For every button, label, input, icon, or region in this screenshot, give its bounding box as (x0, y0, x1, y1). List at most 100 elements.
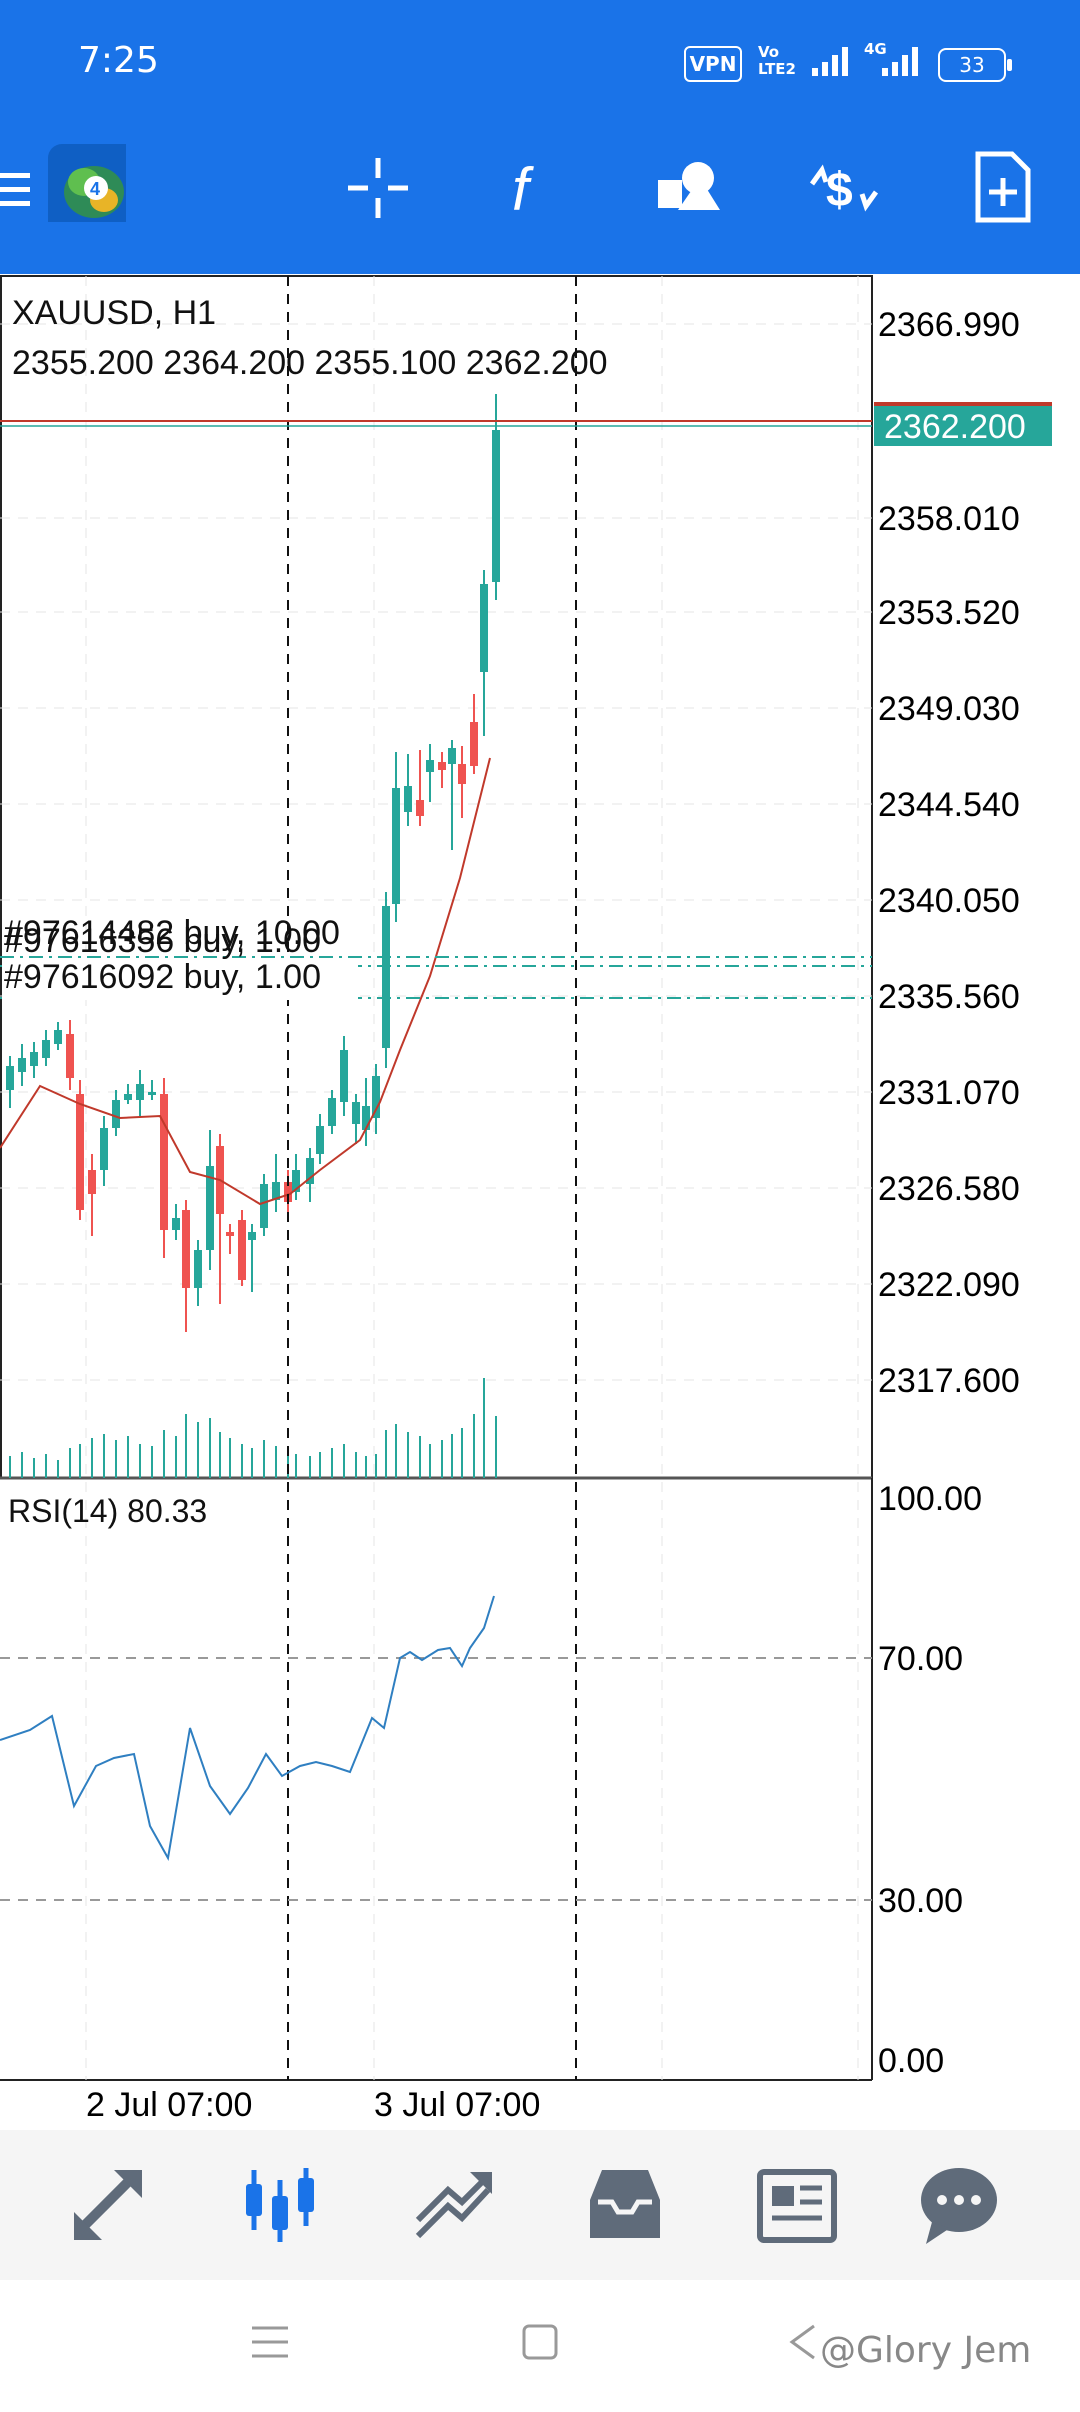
candle-body (238, 1220, 246, 1280)
symbol-timeframe: XAUUSD, H1 (12, 294, 216, 332)
vpn-badge: VPN (684, 46, 742, 82)
candle-body (328, 1098, 336, 1126)
order-label-1[interactable]: #97614482 buy, 10.00 (4, 914, 340, 952)
new-order-icon[interactable] (964, 148, 1044, 228)
crosshair-icon[interactable] (338, 148, 418, 228)
time-label: 3 Jul 07:00 (374, 2086, 540, 2124)
signal-2-icon (882, 47, 918, 76)
price-chart[interactable]: #97614482 buy, 10.00 #97616356 buy, 1.00… (0, 274, 1080, 2130)
indicator-f-icon[interactable]: f (494, 148, 574, 228)
candle-body (292, 1170, 300, 1192)
price-label: 2349.030 (878, 690, 1020, 728)
rsi-level-label: 100.00 (878, 1480, 982, 1518)
order-label-3[interactable]: #97616092 buy, 1.00 (4, 958, 321, 996)
price-label: 2326.580 (878, 1170, 1020, 1208)
signal-icon (812, 47, 848, 76)
svg-text:$: $ (826, 164, 853, 217)
price-label: 2335.560 (878, 978, 1020, 1016)
quotes-icon[interactable] (64, 2160, 154, 2250)
objects-icon[interactable] (648, 148, 728, 228)
system-home-icon[interactable] (518, 2320, 562, 2364)
candle-body (458, 764, 466, 784)
candle-body (272, 1182, 280, 1200)
rsi-label: RSI(14) 80.33 (8, 1493, 207, 1529)
candle-body (316, 1126, 324, 1154)
current-price-value: 2362.200 (884, 408, 1026, 446)
time-label: 2 Jul 07:00 (86, 2086, 252, 2124)
chart-icon[interactable] (236, 2160, 326, 2250)
volte-indicator: Vo LTE2 (758, 44, 796, 78)
price-label: 2353.520 (878, 594, 1020, 632)
rsi-level-label: 0.00 (878, 2042, 944, 2080)
candle-body (340, 1050, 348, 1102)
candle-body (172, 1218, 180, 1230)
order-label-2[interactable]: #97616356 buy, 1.00 (4, 922, 321, 960)
menu-icon[interactable] (0, 165, 80, 245)
volte-top: Vo (758, 43, 780, 61)
candle-body (448, 748, 456, 764)
candle-body (194, 1250, 202, 1288)
candle-body (66, 1034, 74, 1078)
candle-body (124, 1094, 132, 1100)
candle-body (6, 1066, 14, 1090)
messages-icon[interactable] (914, 2160, 1004, 2250)
news-icon[interactable] (752, 2160, 842, 2250)
candle-body (112, 1100, 120, 1128)
candle-body (248, 1232, 256, 1240)
svg-text:4: 4 (90, 179, 100, 199)
price-label: 2331.070 (878, 1074, 1020, 1112)
price-axis: 2366.990 2358.010 2353.520 2349.030 2344… (878, 306, 1020, 1400)
system-navigation-bar (0, 2280, 1080, 2412)
battery-indicator: 33 (938, 48, 1012, 82)
candle-body (306, 1158, 314, 1184)
watermark: @Glory Jem (820, 2330, 1032, 2371)
moving-average-line (0, 757, 491, 1206)
price-label: 2366.990 (878, 306, 1020, 344)
ohlc-values: 2355.200 2364.200 2355.100 2362.200 (12, 344, 608, 382)
candle-body (480, 584, 488, 672)
candle-body (470, 722, 478, 766)
current-price-tag (874, 402, 1052, 446)
candlestick-series (6, 394, 500, 1332)
candle-body (42, 1040, 50, 1058)
candle-body (30, 1052, 38, 1066)
candle-body (382, 906, 390, 1048)
candle-body (284, 1182, 292, 1202)
rsi-line (0, 1595, 495, 1861)
candle-body (88, 1170, 96, 1194)
rsi-level-label: 30.00 (878, 1882, 963, 1920)
candle-body (438, 762, 446, 770)
candle-body (492, 430, 500, 582)
candle-body (260, 1184, 268, 1228)
price-label: 2344.540 (878, 786, 1020, 824)
candle-body (54, 1030, 62, 1044)
trade-icon[interactable] (408, 2160, 498, 2250)
candle-body (426, 760, 434, 772)
history-icon[interactable] (580, 2160, 670, 2250)
candle-body (416, 800, 424, 816)
candle-body (226, 1232, 234, 1236)
rsi-level-label: 70.00 (878, 1640, 963, 1678)
candle-body (182, 1210, 190, 1288)
candle-body (362, 1106, 370, 1130)
price-label: 2340.050 (878, 882, 1020, 920)
candle-body (352, 1102, 360, 1124)
candle-body (372, 1076, 380, 1118)
candle-body (148, 1092, 156, 1095)
volume-bars (9, 1378, 497, 1478)
metatrader-logo-icon[interactable]: 4 (46, 142, 126, 222)
status-time: 7:25 (78, 40, 159, 81)
candle-body (404, 786, 412, 812)
top-app-bar: 7:25 VPN Vo LTE2 4G 33 4 f $ (0, 0, 1080, 274)
system-back-icon[interactable] (780, 2320, 824, 2364)
svg-text:f: f (512, 156, 534, 223)
trade-dollar-icon[interactable]: $ (804, 148, 884, 228)
price-label: 2322.090 (878, 1266, 1020, 1304)
candle-body (18, 1058, 26, 1072)
candle-body (100, 1128, 108, 1170)
system-menu-icon[interactable] (248, 2320, 292, 2364)
price-label: 2358.010 (878, 500, 1020, 538)
candle-body (136, 1084, 144, 1100)
network-type: 4G (864, 40, 887, 58)
candle-body (76, 1094, 84, 1210)
